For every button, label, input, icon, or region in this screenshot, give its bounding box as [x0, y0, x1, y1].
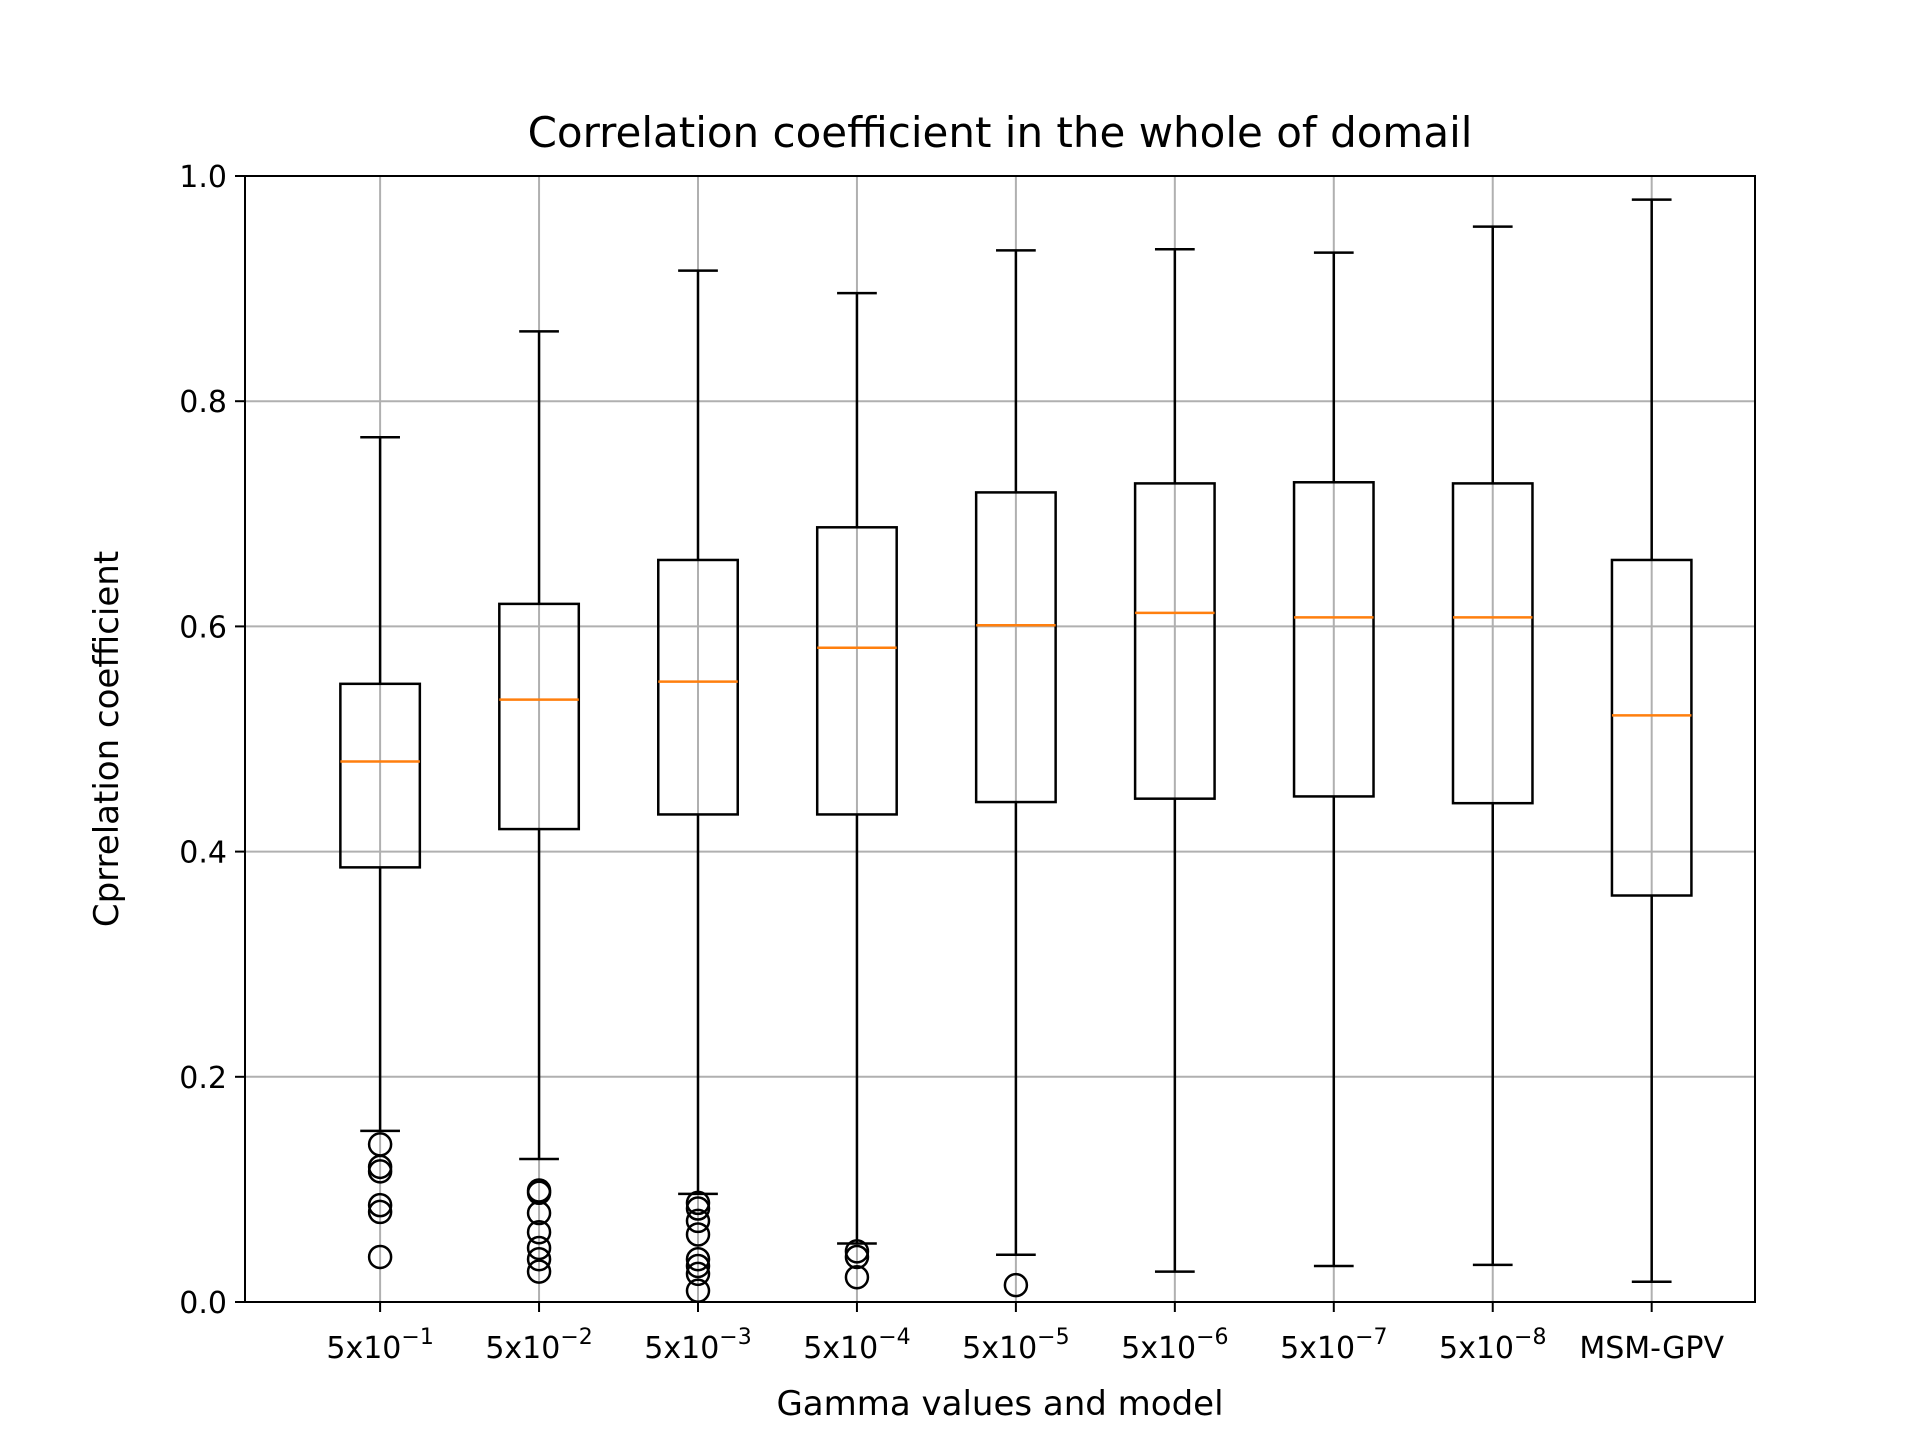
y-axis-label: Cprrelation coefficient [87, 551, 127, 927]
outlier-point [526, 1246, 552, 1272]
outlier-point [685, 1208, 711, 1234]
outlier-point [685, 1261, 711, 1287]
iqr-box [974, 491, 1057, 804]
x-tick-label-exponent: −2 [560, 1325, 592, 1350]
boxes [339, 198, 1693, 1303]
iqr-box [815, 526, 898, 816]
x-tick-label-exponent: −8 [1514, 1325, 1546, 1350]
x-tick-label: 5x10−7 [1280, 1325, 1387, 1366]
x-tick-label-exponent: −7 [1355, 1325, 1387, 1350]
iqr-box [1451, 482, 1534, 805]
iqr-box [498, 602, 581, 831]
chart-title: Correlation coefficient in the whole of … [528, 108, 1473, 157]
outlier-point [844, 1244, 870, 1270]
outlier-point [526, 1219, 552, 1245]
x-tick-label: 5x10−3 [644, 1325, 751, 1366]
y-tick-label: 1.0 [179, 160, 227, 195]
iqr-box [1292, 481, 1375, 798]
x-tick-label-base: 5x10 [803, 1331, 878, 1366]
outlier-point [685, 1196, 711, 1221]
plot-frame [244, 175, 1756, 1303]
outlier-point [526, 1259, 552, 1284]
outlier-point [526, 1180, 552, 1206]
outlier-point [367, 1244, 393, 1270]
x-axis-ticks: 5x10−1 5x10−2 5x10−3 5x10−4 5x10−5 5x10−6 5x10… [326, 1302, 1724, 1366]
x-tick-label-base: MSM-GPV [1579, 1331, 1724, 1366]
x-tick-label: 5x10−6 [1121, 1325, 1228, 1366]
box-group [1133, 247, 1216, 1273]
outlier-point [685, 1222, 711, 1247]
iqr-box [657, 558, 739, 816]
outlier-point [1003, 1272, 1029, 1298]
box-group [1610, 198, 1693, 1283]
box-group [498, 330, 581, 1284]
x-tick-label: 5x10−2 [485, 1325, 592, 1366]
outlier-point [526, 1200, 552, 1226]
x-tick-label: 5x10−5 [962, 1325, 1069, 1366]
x-tick-label-base: 5x10 [326, 1331, 401, 1366]
box-group [1451, 225, 1534, 1267]
x-tick-label-base: 5x10 [1280, 1331, 1355, 1366]
outlier-point [844, 1239, 870, 1264]
box-group [815, 291, 898, 1290]
y-tick-label: 0.8 [179, 385, 227, 420]
x-tick-label: MSM-GPV [1579, 1331, 1724, 1366]
x-tick-label-base: 5x10 [1439, 1331, 1514, 1366]
outlier-point [367, 1199, 393, 1225]
x-tick-label: 5x10−8 [1439, 1325, 1546, 1366]
outlier-point [526, 1235, 552, 1261]
x-tick-label-base: 5x10 [485, 1331, 560, 1366]
x-tick-label-exponent: −4 [878, 1325, 910, 1350]
box-group [657, 269, 739, 1303]
y-tick-label: 0.4 [179, 836, 227, 871]
x-tick-label-exponent: −1 [401, 1325, 433, 1350]
outlier-point [367, 1159, 393, 1184]
box-group [339, 435, 422, 1270]
outlier-point [685, 1190, 711, 1216]
box-group [974, 249, 1057, 1298]
outlier-point [685, 1246, 711, 1272]
x-tick-label-base: 5x10 [962, 1331, 1037, 1366]
x-tick-label-exponent: −5 [1037, 1325, 1069, 1350]
x-tick-label-exponent: −3 [719, 1325, 751, 1350]
x-tick-label-exponent: −6 [1196, 1325, 1228, 1350]
y-tick-label: 0.6 [179, 610, 227, 645]
y-tick-label: 0.0 [179, 1286, 227, 1321]
outlier-point [367, 1192, 393, 1218]
outlier-point [685, 1253, 711, 1279]
x-tick-label-base: 5x10 [1121, 1331, 1196, 1366]
x-tick-label: 5x10−1 [326, 1325, 433, 1366]
x-tick-label: 5x10−4 [803, 1325, 910, 1366]
iqr-box [339, 682, 422, 869]
outlier-point [844, 1264, 870, 1290]
iqr-box [1610, 558, 1693, 897]
box-group [1292, 251, 1375, 1268]
x-tick-label-base: 5x10 [644, 1331, 719, 1366]
iqr-box [1133, 482, 1216, 800]
y-tick-label: 0.2 [179, 1061, 227, 1096]
x-axis-label: Gamma values and model [776, 1384, 1223, 1424]
y-axis-ticks: 0.0 0.2 0.4 0.6 0.8 1.0 [179, 160, 245, 1321]
